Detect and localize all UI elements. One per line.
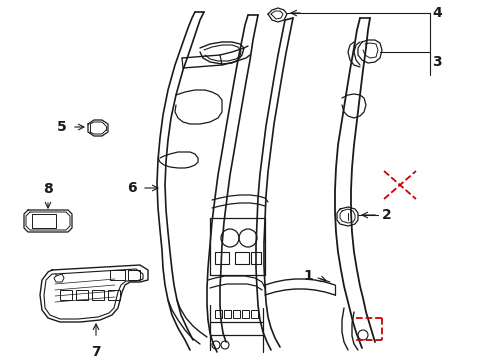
Text: 2: 2 [381,208,391,222]
Bar [110,270,125,280]
Text: 7: 7 [91,345,101,359]
Bar [235,252,248,264]
Text: 8: 8 [43,182,53,196]
Bar [76,290,88,300]
Text: 5: 5 [57,120,67,134]
Text: 6: 6 [127,181,137,195]
Bar [92,290,104,300]
Bar [250,310,258,318]
Bar [32,214,56,228]
Text: 3: 3 [431,55,441,69]
Text: 1: 1 [303,269,312,283]
Bar [128,270,140,280]
Text: 4: 4 [431,6,441,20]
Bar [232,310,240,318]
Bar [224,310,230,318]
Bar [108,290,120,300]
Bar [60,290,72,300]
Bar [242,310,248,318]
Bar [215,252,228,264]
Bar [215,310,222,318]
Bar [250,252,261,264]
